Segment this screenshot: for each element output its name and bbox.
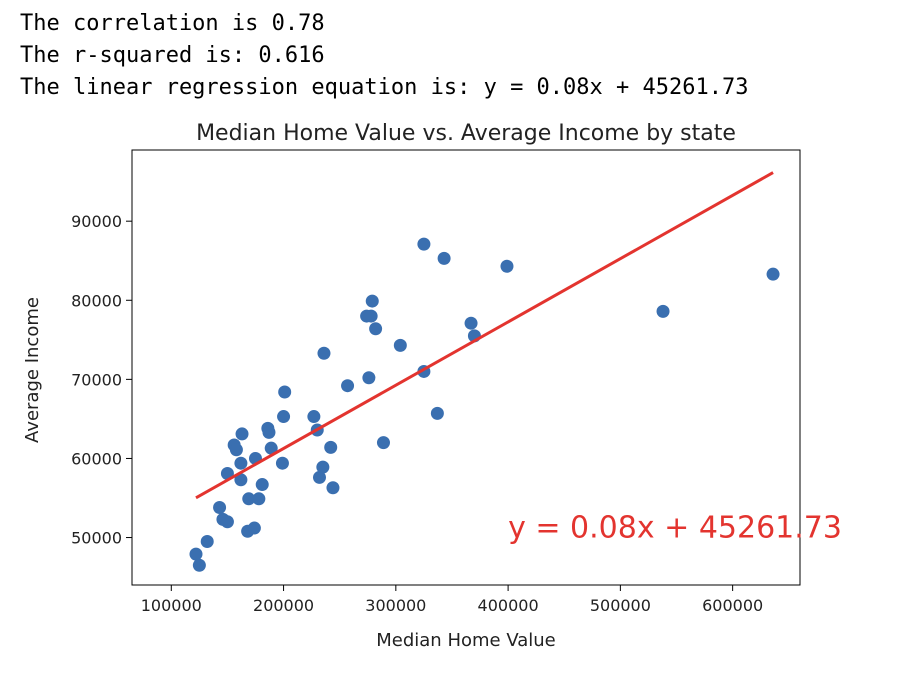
- x-tick-label: 100000: [141, 596, 202, 615]
- data-point: [656, 304, 670, 318]
- data-point: [275, 456, 289, 470]
- r-squared-text: The r-squared is: 0.616: [20, 43, 325, 68]
- y-tick-label: 50000: [71, 529, 122, 548]
- data-point: [464, 316, 478, 330]
- regression-line: [195, 171, 774, 500]
- data-point: [307, 410, 321, 424]
- data-point: [247, 521, 261, 535]
- data-point: [255, 478, 269, 492]
- x-tick-label: 200000: [253, 596, 314, 615]
- data-point: [437, 251, 451, 265]
- regression-annotation: y = 0.08x + 45261.73: [508, 511, 842, 546]
- y-tick-label: 60000: [71, 449, 122, 468]
- correlation-text: The correlation is 0.78: [20, 11, 325, 36]
- plot-frame: [131, 149, 801, 586]
- data-point: [364, 309, 378, 323]
- data-point: [766, 267, 780, 281]
- data-point: [229, 443, 243, 457]
- data-point: [317, 346, 331, 360]
- data-point: [252, 492, 266, 506]
- y-axis-label: Average Income: [22, 297, 43, 443]
- data-point: [234, 456, 248, 470]
- data-point: [341, 379, 355, 393]
- x-tick-label: 600000: [702, 596, 763, 615]
- data-point: [262, 425, 276, 439]
- data-point: [235, 427, 249, 441]
- data-point: [278, 385, 292, 399]
- data-point: [264, 441, 278, 455]
- regression-equation-text: The linear regression equation is: y = 0…: [20, 75, 749, 100]
- data-point: [200, 535, 214, 548]
- x-tick-label: 400000: [478, 596, 539, 615]
- data-point: [376, 436, 390, 450]
- data-point: [362, 371, 376, 385]
- data-point: [316, 460, 330, 474]
- data-point: [213, 500, 227, 514]
- data-point: [326, 481, 340, 495]
- data-point: [369, 322, 383, 336]
- x-tick-label: 500000: [590, 596, 651, 615]
- y-tick-label: 90000: [71, 212, 122, 231]
- data-point: [324, 440, 338, 454]
- data-point: [312, 470, 326, 484]
- data-point: [500, 259, 514, 273]
- data-point: [393, 338, 407, 352]
- chart-title: Median Home Value vs. Average Income by …: [196, 121, 736, 146]
- scatter-chart: Median Home Value vs. Average Income by …: [22, 121, 842, 651]
- data-point: [430, 406, 444, 420]
- data-point: [242, 492, 256, 506]
- data-point: [189, 547, 203, 561]
- x-axis-label: Median Home Value: [376, 630, 556, 651]
- y-tick-label: 80000: [71, 291, 122, 310]
- data-point: [365, 294, 379, 308]
- data-point: [277, 410, 291, 424]
- data-point: [417, 237, 431, 251]
- notebook-output: The correlation is 0.78 The r-squared is…: [20, 8, 748, 104]
- y-tick-label: 70000: [71, 370, 122, 389]
- data-point: [220, 515, 234, 529]
- data-point: [192, 558, 206, 572]
- x-tick-label: 300000: [365, 596, 426, 615]
- data-point: [234, 473, 248, 487]
